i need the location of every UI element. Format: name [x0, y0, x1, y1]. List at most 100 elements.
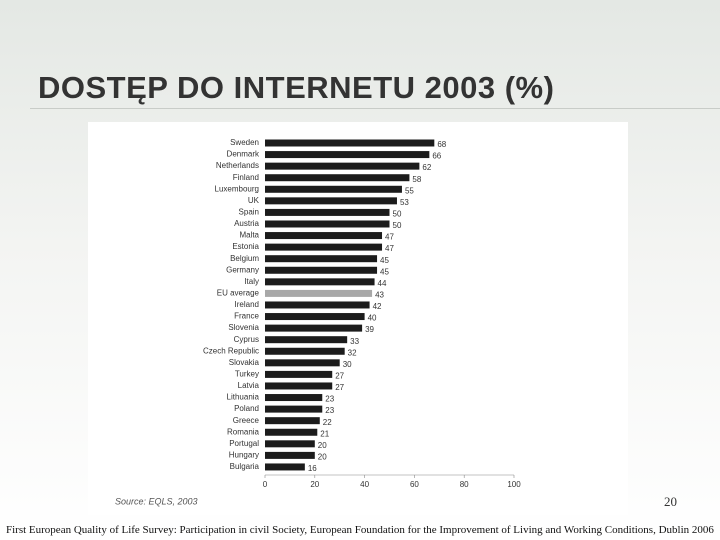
- bar: [265, 185, 402, 193]
- value-label: 44: [378, 279, 387, 288]
- page-number: 20: [664, 494, 677, 509]
- value-label: 50: [393, 210, 402, 219]
- value-label: 33: [350, 337, 359, 346]
- y-tick-label: Lithuania: [227, 393, 260, 402]
- y-tick-label: Sweden: [230, 138, 259, 147]
- y-tick-label: Austria: [234, 219, 259, 228]
- slide-title: DOSTĘP DO INTERNETU 2003 (%): [38, 70, 555, 105]
- bar: [265, 417, 320, 425]
- y-tick-label: EU average: [217, 289, 260, 298]
- value-label: 23: [325, 406, 334, 415]
- bar: [265, 139, 435, 147]
- y-tick-label: Czech Republic: [203, 346, 259, 355]
- x-tick-label: 60: [410, 480, 419, 489]
- y-tick-label: Malta: [239, 231, 259, 240]
- bar: [265, 278, 375, 286]
- bar: [265, 301, 370, 309]
- bar: [265, 208, 390, 216]
- value-label: 66: [432, 152, 441, 161]
- value-label: 68: [437, 140, 446, 149]
- value-label: 43: [375, 291, 384, 300]
- y-tick-label: Hungary: [229, 450, 259, 459]
- bar: [265, 428, 318, 436]
- value-label: 42: [373, 302, 382, 311]
- chart-source: Source: EQLS, 2003: [115, 496, 198, 506]
- bar: [265, 359, 340, 367]
- bar: [265, 370, 333, 378]
- y-tick-label: Germany: [226, 265, 259, 274]
- value-label: 39: [365, 325, 374, 334]
- value-label: 53: [400, 198, 409, 207]
- bar: [265, 255, 378, 263]
- x-tick-label: 80: [460, 480, 469, 489]
- y-tick-label: Slovakia: [229, 358, 260, 367]
- y-tick-label: Finland: [233, 173, 259, 182]
- y-tick-label: Luxembourg: [215, 184, 259, 193]
- y-tick-label: Turkey: [235, 370, 259, 379]
- value-label: 58: [412, 175, 421, 184]
- bar: [265, 336, 348, 344]
- value-label: 45: [380, 267, 389, 276]
- bar: [265, 220, 390, 228]
- y-tick-label: Italy: [244, 277, 259, 286]
- bar: [265, 232, 383, 240]
- bar: [265, 197, 397, 205]
- y-tick-label: Poland: [234, 404, 259, 413]
- value-label: 23: [325, 395, 334, 404]
- y-tick-label: Greece: [233, 416, 260, 425]
- x-tick-label: 100: [507, 480, 521, 489]
- bar: [265, 347, 345, 355]
- value-label: 47: [385, 244, 394, 253]
- y-tick-label: Portugal: [229, 439, 259, 448]
- bar: [265, 451, 315, 459]
- bar: [265, 440, 315, 448]
- value-label: 32: [348, 348, 357, 357]
- x-tick-label: 40: [360, 480, 369, 489]
- y-tick-label: Romania: [227, 427, 260, 436]
- y-tick-label: UK: [248, 196, 260, 205]
- chart: Source: EQLS, 2003 0 20 40 60 80 100 Sweden 68 D…: [88, 122, 628, 515]
- value-label: 21: [320, 429, 329, 438]
- bar: [265, 463, 305, 471]
- value-label: 50: [393, 221, 402, 230]
- bar: [265, 151, 430, 159]
- y-tick-label: Slovenia: [228, 323, 259, 332]
- footer: First European Quality of Life Survey: P…: [6, 524, 714, 536]
- bar: [265, 324, 363, 332]
- y-tick-label: Bulgaria: [230, 462, 260, 471]
- value-label: 45: [380, 256, 389, 265]
- value-label: 40: [368, 314, 377, 323]
- x-tick-label: 20: [310, 480, 319, 489]
- value-label: 20: [318, 441, 327, 450]
- y-tick-label: Denmark: [227, 150, 260, 159]
- bar: [265, 313, 365, 321]
- y-tick-label: Cyprus: [234, 335, 259, 344]
- value-label: 27: [335, 383, 344, 392]
- value-label: 27: [335, 372, 344, 381]
- bar: [265, 243, 383, 251]
- value-label: 47: [385, 233, 394, 242]
- bar: [265, 405, 323, 413]
- y-tick-label: Belgium: [230, 254, 259, 263]
- bar: [265, 289, 373, 297]
- y-tick-label: Estonia: [232, 242, 259, 251]
- y-tick-label: Latvia: [238, 381, 260, 390]
- y-tick-label: Ireland: [235, 300, 259, 309]
- y-tick-label: Netherlands: [216, 161, 259, 170]
- title-rule: [30, 108, 720, 109]
- x-tick-label: 0: [263, 480, 268, 489]
- bar: [265, 162, 420, 170]
- bar: [265, 266, 378, 274]
- y-tick-label: Spain: [239, 208, 259, 217]
- value-label: 20: [318, 452, 327, 461]
- bar: [265, 394, 323, 402]
- value-label: 55: [405, 186, 414, 195]
- value-label: 30: [343, 360, 352, 369]
- bar: [265, 382, 333, 390]
- value-label: 62: [422, 163, 431, 172]
- value-label: 22: [323, 418, 332, 427]
- value-label: 16: [308, 464, 317, 473]
- bar: [265, 174, 410, 182]
- y-tick-label: France: [234, 312, 259, 321]
